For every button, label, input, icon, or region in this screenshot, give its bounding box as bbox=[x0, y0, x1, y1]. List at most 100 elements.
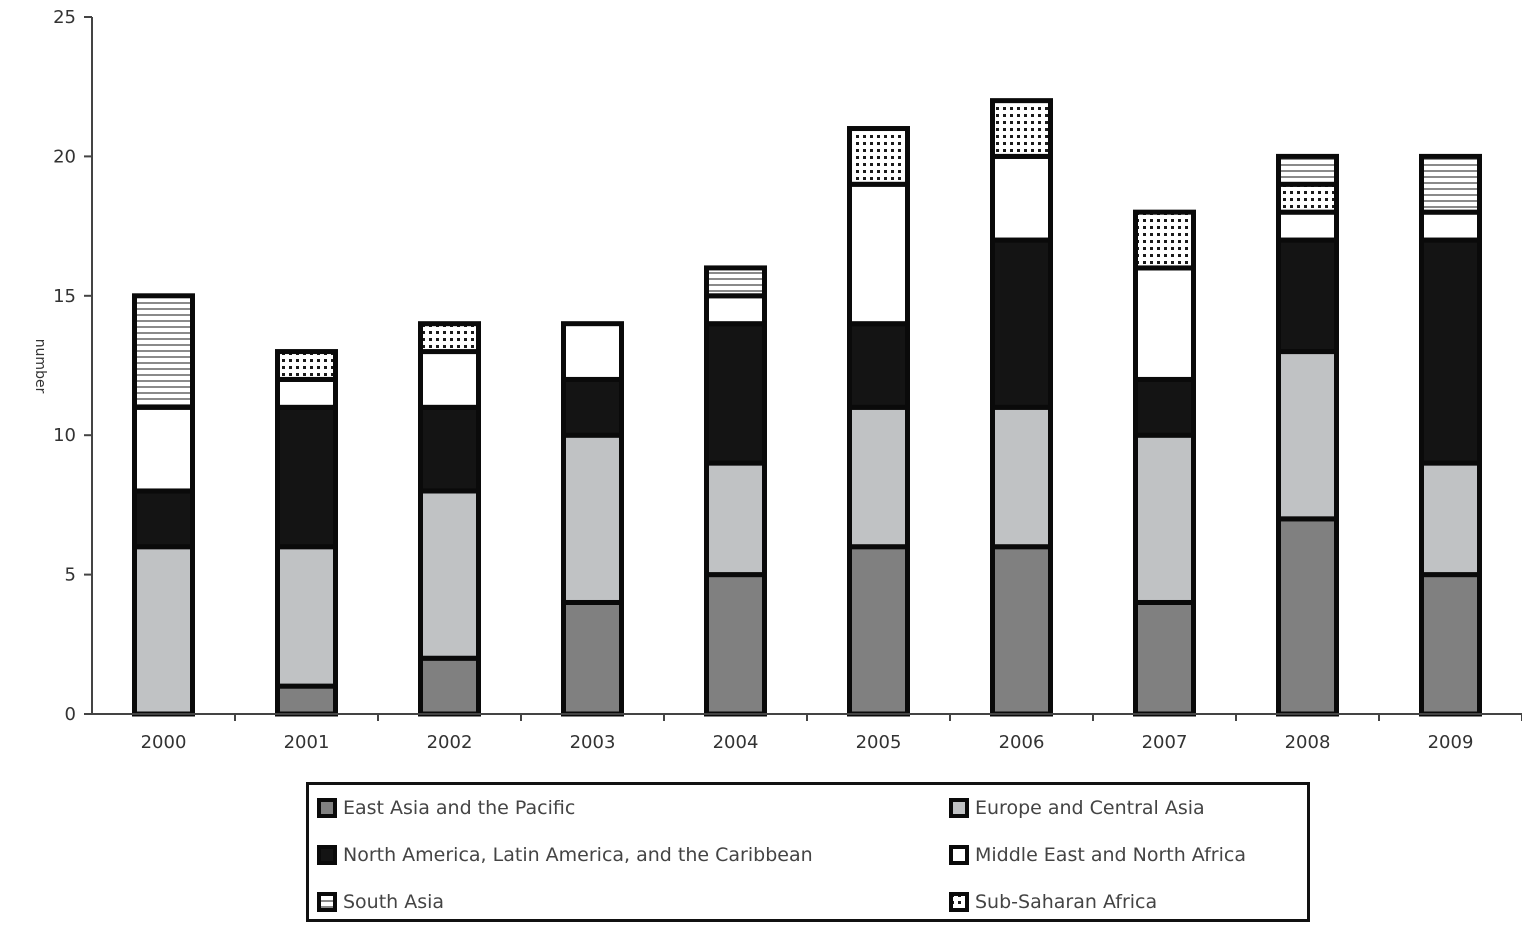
bar-segment-hlines bbox=[1419, 153, 1482, 215]
y-ticks-layer: 0 5 10 15 20 25 bbox=[53, 7, 92, 725]
x-tick-label: 2009 bbox=[1428, 732, 1474, 753]
bar-stack-2001 bbox=[275, 349, 338, 717]
bar-segment-black bbox=[704, 321, 767, 466]
legend-swatch bbox=[317, 892, 337, 912]
bar-segment-light-gray bbox=[990, 404, 1053, 550]
bar-segment-dots bbox=[990, 98, 1053, 159]
bar-stack-2002 bbox=[418, 321, 481, 717]
bar-segment-dark-gray bbox=[1419, 572, 1482, 717]
y-tick-label: 25 bbox=[53, 7, 76, 28]
x-tick-label: 2008 bbox=[1285, 732, 1331, 753]
x-tick-label: 2007 bbox=[1142, 732, 1188, 753]
bar-segment-dots bbox=[275, 349, 338, 382]
x-tick-label: 2000 bbox=[141, 732, 187, 753]
bar-segment-black bbox=[847, 321, 910, 410]
legend-item: East Asia and the Pacific bbox=[317, 793, 575, 823]
bar-segment-hlines bbox=[1276, 153, 1339, 187]
bar-segment-light-gray bbox=[275, 544, 338, 689]
bar-segment-dark-gray bbox=[418, 655, 481, 717]
bar-segment-hlines bbox=[132, 293, 195, 410]
bar-stack-2000 bbox=[132, 293, 195, 717]
bar-segment-black bbox=[275, 404, 338, 550]
legend-item: South Asia bbox=[317, 887, 444, 917]
x-tick-label: 2004 bbox=[713, 732, 759, 753]
bar-segment-white bbox=[132, 404, 195, 494]
bar-segment-light-gray bbox=[1276, 349, 1339, 522]
bar-stack-2006 bbox=[990, 98, 1053, 717]
bar-segment-dark-gray bbox=[561, 599, 624, 717]
bar-stack-2007 bbox=[1133, 209, 1196, 717]
bar-segment-black bbox=[132, 488, 195, 550]
y-tick-label: 5 bbox=[65, 565, 76, 586]
bar-segment-dots bbox=[1133, 209, 1196, 271]
bar-segment-black bbox=[418, 404, 481, 494]
bar-segment-light-gray bbox=[132, 544, 195, 717]
x-tick-label: 2005 bbox=[856, 732, 902, 753]
bar-segment-dark-gray bbox=[847, 544, 910, 717]
bars-layer bbox=[132, 98, 1482, 717]
legend-label: North America, Latin America, and the Ca… bbox=[343, 844, 813, 866]
bar-segment-black bbox=[1419, 237, 1482, 466]
bar-stack-2004 bbox=[704, 265, 767, 717]
x-tick-label: 2003 bbox=[570, 732, 616, 753]
bar-segment-dark-gray bbox=[1133, 599, 1196, 717]
bar-segment-dark-gray bbox=[704, 572, 767, 717]
legend-swatch bbox=[949, 798, 969, 818]
bar-segment-light-gray bbox=[1133, 432, 1196, 605]
x-ticks-layer: 2000 2001 2002 2003 2004 2005 2006 2007 2008 2009 bbox=[141, 714, 1522, 753]
legend-label: Sub-Saharan Africa bbox=[975, 891, 1158, 913]
bar-segment-light-gray bbox=[1419, 460, 1482, 578]
bar-segment-light-gray bbox=[418, 488, 481, 661]
bar-segment-white bbox=[704, 293, 767, 327]
legend: East Asia and the Pacific Europe and Cent… bbox=[306, 782, 1310, 922]
bar-segment-dark-gray bbox=[990, 544, 1053, 717]
legend-label: East Asia and the Pacific bbox=[343, 797, 576, 819]
legend-item: Europe and Central Asia bbox=[949, 793, 1205, 823]
bar-segment-light-gray bbox=[704, 460, 767, 578]
bar-segment-white bbox=[275, 376, 338, 410]
bar-segment-dots bbox=[418, 321, 481, 355]
bar-segment-white bbox=[1419, 209, 1482, 243]
y-tick-label: 20 bbox=[53, 146, 76, 167]
legend-swatch bbox=[317, 798, 337, 818]
bar-segment-black bbox=[1133, 376, 1196, 438]
bar-stack-2008 bbox=[1276, 153, 1339, 717]
y-tick-label: 10 bbox=[53, 425, 76, 446]
legend-item: North America, Latin America, and the Ca… bbox=[317, 840, 813, 870]
legend-swatch bbox=[949, 892, 969, 912]
legend-item: Sub-Saharan Africa bbox=[949, 887, 1157, 917]
x-tick-label: 2001 bbox=[284, 732, 330, 753]
bar-segment-dots bbox=[847, 126, 910, 187]
bar-segment-light-gray bbox=[561, 432, 624, 605]
bar-segment-white bbox=[1276, 209, 1339, 243]
bar-segment-white bbox=[990, 153, 1053, 243]
bar-stack-2005 bbox=[847, 126, 910, 717]
axes-layer bbox=[84, 17, 1522, 715]
legend-swatch bbox=[317, 845, 337, 865]
y-axis-title: number bbox=[32, 339, 48, 394]
bar-segment-dark-gray bbox=[275, 683, 338, 717]
bar-segment-white bbox=[561, 321, 624, 382]
bar-segment-black bbox=[1276, 237, 1339, 355]
legend-label: South Asia bbox=[343, 891, 445, 913]
legend-item: Middle East and North Africa bbox=[949, 840, 1246, 870]
bar-segment-hlines bbox=[704, 265, 767, 299]
bar-segment-light-gray bbox=[847, 404, 910, 550]
legend-label: Middle East and North Africa bbox=[975, 844, 1246, 866]
bar-segment-dots bbox=[1276, 181, 1339, 215]
legend-label: Europe and Central Asia bbox=[975, 797, 1205, 819]
x-tick-label: 2002 bbox=[427, 732, 473, 753]
bar-stack-2009 bbox=[1419, 153, 1482, 717]
bar-segment-dark-gray bbox=[1276, 516, 1339, 717]
y-tick-label: 15 bbox=[53, 286, 76, 307]
bar-segment-white bbox=[418, 349, 481, 410]
bar-segment-white bbox=[847, 181, 910, 327]
x-tick-label: 2006 bbox=[999, 732, 1045, 753]
bar-segment-black bbox=[561, 376, 624, 438]
legend-swatch bbox=[949, 845, 969, 865]
bar-segment-black bbox=[990, 237, 1053, 410]
bar-segment-white bbox=[1133, 265, 1196, 382]
bar-stack-2003 bbox=[561, 321, 624, 717]
y-tick-label: 0 bbox=[65, 704, 76, 725]
